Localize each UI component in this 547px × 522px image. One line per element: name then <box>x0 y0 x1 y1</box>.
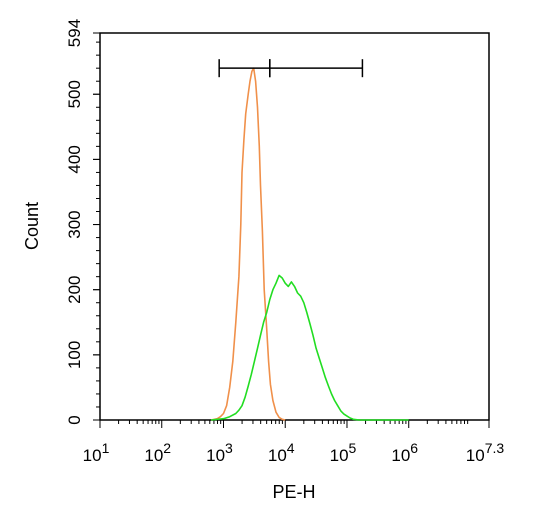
x-tick-label: 105 <box>330 440 357 465</box>
y-tick-label: 400 <box>65 145 84 173</box>
y-tick-label: 200 <box>65 276 84 304</box>
x-axis-label: PE-H <box>272 482 315 502</box>
x-tick-label-exponent: 4 <box>287 440 295 456</box>
x-tick-label: 106 <box>391 440 418 465</box>
y-tick-label: 500 <box>65 80 84 108</box>
plot-frame <box>99 32 490 421</box>
y-tick-label: 100 <box>65 341 84 369</box>
y-tick-label: 300 <box>65 210 84 238</box>
y-tick-label: 0 <box>65 415 84 424</box>
x-tick-label-base: 10 <box>206 446 225 465</box>
x-tick-label-base: 10 <box>268 446 287 465</box>
x-tick-label: 104 <box>268 440 295 465</box>
x-tick-label-exponent: 3 <box>225 440 233 456</box>
histogram-series <box>210 67 409 421</box>
x-tick-label: 101 <box>83 440 110 465</box>
x-tick-label: 103 <box>206 440 233 465</box>
y-axis-label: Count <box>22 202 42 250</box>
x-axis-ticks: 101 102 103 104 105 106 107.3 <box>83 420 505 465</box>
x-tick-label-exponent: 6 <box>410 440 418 456</box>
x-tick-label-exponent: 5 <box>349 440 357 456</box>
series-line-1 <box>210 67 286 421</box>
series-line-2 <box>211 274 409 421</box>
x-tick-label-exponent: 1 <box>102 440 110 456</box>
gate-markers <box>218 59 364 78</box>
x-tick-label: 102 <box>144 440 171 465</box>
x-tick-label-base: 10 <box>330 446 349 465</box>
x-tick-label-base: 10 <box>144 446 163 465</box>
x-tick-label: 107.3 <box>466 440 505 465</box>
x-tick-label-exponent: 2 <box>163 440 171 456</box>
x-tick-label-exponent: 7.3 <box>485 440 505 456</box>
y-tick-label: 594 <box>65 19 84 47</box>
x-tick-label-base: 10 <box>83 446 102 465</box>
x-tick-label-base: 10 <box>391 446 410 465</box>
x-tick-label-base: 10 <box>466 446 485 465</box>
y-axis-ticks: 0 100 200 300 400 500 594 <box>65 19 100 425</box>
